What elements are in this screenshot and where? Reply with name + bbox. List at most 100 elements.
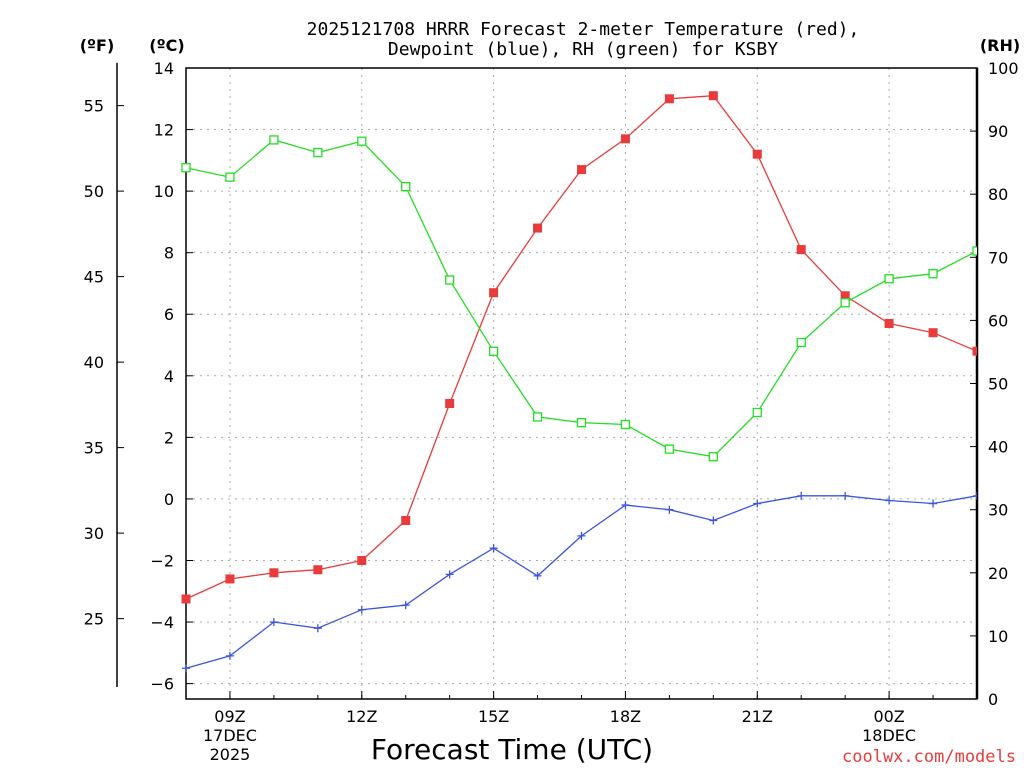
rh-tick-label: 10 [988,627,1008,646]
rh-point [225,172,235,182]
x-axis-title: Forecast Time (UTC) [371,733,653,766]
temperature-point [928,328,938,338]
chart-title-line2: Dewpoint (blue), RH (green) for KSBY [388,39,778,60]
temperature-point [181,594,191,604]
celsius-tick-label: 0 [164,490,174,509]
dewpoint-point [401,601,410,610]
temperature-point [664,94,674,104]
temperature-point [708,91,718,101]
rh-tick-label: 20 [988,564,1008,583]
fahrenheit-unit-label: (ºF) [80,36,115,55]
dewpoint-point [885,496,894,505]
time-tick-label: 15Z [478,707,509,726]
temperature-point [752,149,762,159]
dewpoint-line [185,495,977,669]
dewpoint-point [313,624,322,633]
axis-layer: −6 −4 −2 0 2 4 6 8 10 12 14 25 30 35 40 45 50 55 0 10 20 30 40… [84,59,1019,764]
fahrenheit-tick-label: 35 [84,439,104,458]
rh-point [620,419,631,430]
temperature-point [620,134,630,144]
rh-point [884,274,894,284]
dewpoint-point [269,618,278,627]
rh-point [708,452,718,462]
temperature-point [533,223,543,233]
time-tick-label: 09Z [214,707,245,726]
rh-point [357,136,367,146]
date-label: 17DEC [203,726,257,745]
rh-tick-label: 30 [988,501,1008,520]
rh-point [576,417,587,428]
rh-point [488,346,499,356]
rh-tick-label: 0 [988,690,998,709]
dewpoint-point [533,571,542,580]
rh-point [796,337,806,348]
fahrenheit-tick-label: 45 [84,268,104,287]
rh-point [181,163,191,173]
celsius-tick-label: 6 [164,305,174,324]
rh-point [752,407,762,418]
dewpoint-point [182,664,190,673]
rh-unit-label: (RH) [980,36,1020,55]
rh-tick-label: 60 [988,311,1008,330]
grid-layer [186,68,977,699]
fahrenheit-tick-label: 50 [84,182,104,201]
dewpoint-point [973,491,977,500]
date-label: 18DEC [862,726,916,745]
time-tick-label: 18Z [610,707,641,726]
celsius-tick-label: 14 [154,59,174,78]
celsius-tick-label: −4 [150,613,174,632]
dewpoint-point [489,544,498,553]
celsius-tick-label: 10 [154,182,174,201]
fahrenheit-tick-label: 25 [84,610,104,629]
dewpoint-point [753,499,762,508]
time-tick-label: 21Z [742,707,773,726]
dewpoint-point [357,605,366,614]
dewpoint-point [621,501,630,510]
temperature-point [401,515,411,525]
rh-point [445,275,455,285]
temperature-point [313,565,323,575]
series-layer [181,91,977,673]
rh-tick-label: 100 [988,59,1019,78]
rh-point [972,246,977,256]
rh-tick-label: 70 [988,248,1008,267]
fahrenheit-tick-label: 30 [84,524,104,543]
rh-point [401,181,411,192]
temperature-point [796,245,806,255]
fahrenheit-tick-label: 55 [84,97,104,116]
celsius-tick-label: 8 [164,244,174,263]
celsius-tick-label: 4 [164,367,174,386]
celsius-tick-label: 12 [154,121,174,140]
rh-tick-label: 40 [988,438,1008,457]
temperature-point [884,318,894,328]
year-label: 2025 [210,745,251,764]
temperature-point [489,288,499,298]
time-tick-label: 00Z [873,707,904,726]
chart-title-line1: 2025121708 HRRR Forecast 2-meter Tempera… [307,19,860,40]
dewpoint-point [841,491,850,500]
temperature-point [577,165,586,175]
fahrenheit-tick-label: 40 [84,353,104,372]
rh-point [269,135,279,145]
dewpoint-point [709,516,718,525]
temperature-point [357,555,367,565]
dewpoint-point [797,491,806,500]
rh-tick-label: 80 [988,185,1008,204]
dewpoint-point [665,505,674,514]
time-tick-label: 12Z [346,707,377,726]
rh-point [840,298,850,308]
dewpoint-point [929,499,938,508]
dewpoint-point [577,531,586,540]
temperature-point [225,574,235,584]
dewpoint-point [445,570,454,579]
celsius-unit-label: (ºC) [149,36,184,55]
celsius-tick-label: 2 [164,428,174,447]
celsius-tick-label: −2 [150,551,174,570]
rh-point [664,444,675,454]
temperature-point [269,568,279,578]
plot-frame [185,67,978,700]
rh-tick-label: 50 [988,375,1008,394]
dewpoint-point [225,651,234,660]
watermark: coolwx.com/models [842,747,1016,767]
